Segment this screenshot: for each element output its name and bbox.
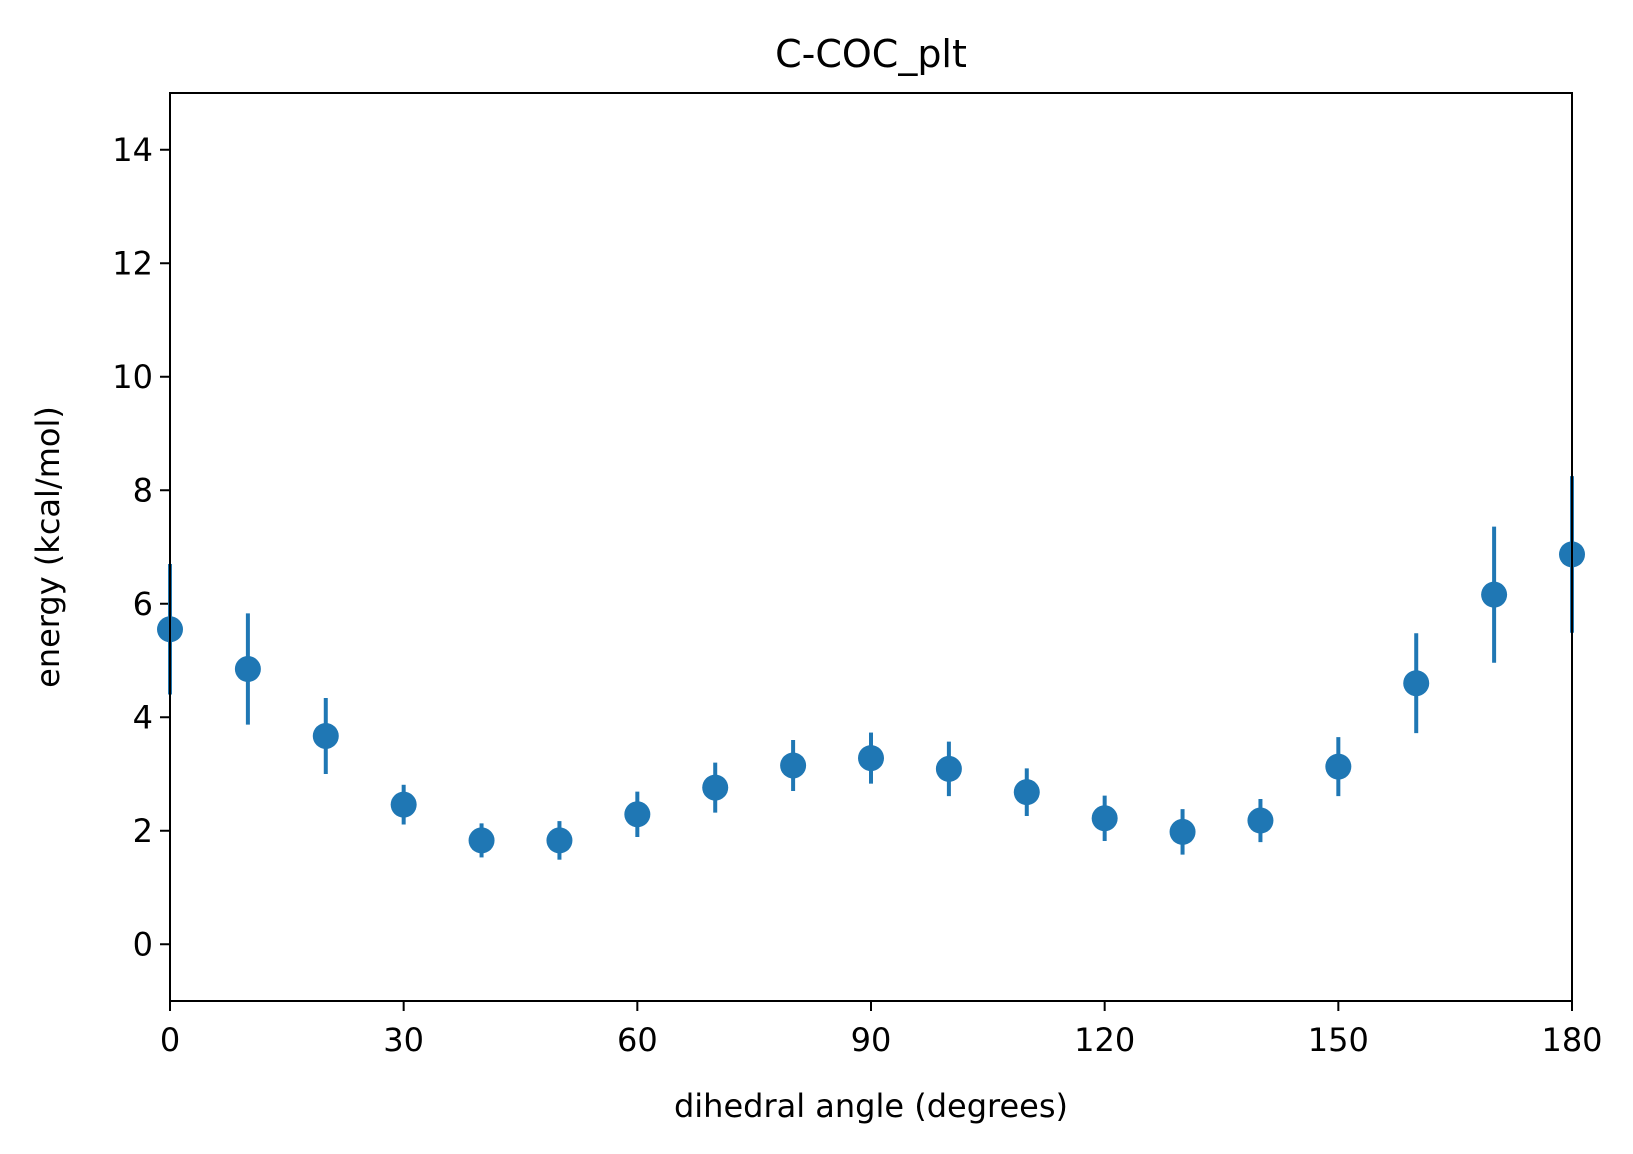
data-point xyxy=(312,722,339,749)
data-point xyxy=(1247,807,1274,834)
y-tick-label: 4 xyxy=(133,698,153,736)
y-tick-label: 12 xyxy=(112,244,153,282)
data-point xyxy=(546,827,573,854)
y-tick-label: 2 xyxy=(133,812,153,850)
y-tick-label: 10 xyxy=(112,358,153,396)
data-point xyxy=(1169,818,1196,845)
x-axis-label: dihedral angle (degrees) xyxy=(674,1087,1068,1125)
data-point xyxy=(234,656,261,683)
y-tick-label: 8 xyxy=(133,471,153,509)
y-tick-label: 0 xyxy=(133,925,153,963)
x-tick-label: 120 xyxy=(1074,1021,1135,1059)
data-point xyxy=(935,755,962,782)
data-point xyxy=(624,801,651,828)
data-point xyxy=(1013,779,1040,806)
x-tick-label: 90 xyxy=(851,1021,892,1059)
data-point xyxy=(858,745,884,772)
y-tick-label: 6 xyxy=(133,585,153,623)
x-tick-label: 60 xyxy=(617,1021,658,1059)
data-point xyxy=(1481,581,1508,608)
y-axis-label: energy (kcal/mol) xyxy=(29,406,67,688)
data-point xyxy=(1403,670,1430,697)
x-tick-label: 150 xyxy=(1308,1021,1369,1059)
y-axis-ticks: 0 2 4 6 8 10 12 14 xyxy=(112,131,170,963)
x-tick-label: 30 xyxy=(383,1021,424,1059)
data-point xyxy=(1091,805,1118,832)
data-point xyxy=(702,774,729,801)
chart-title: C-COC_plt xyxy=(775,32,967,76)
x-tick-label: 0 xyxy=(160,1021,180,1059)
data-point xyxy=(468,827,495,854)
data-point xyxy=(1325,753,1352,780)
plot-frame xyxy=(169,92,1573,1002)
y-tick-label: 14 xyxy=(112,131,153,169)
x-axis-ticks: 0 30 60 90 120 150 180 xyxy=(160,1001,1603,1059)
x-tick-label: 180 xyxy=(1541,1021,1602,1059)
data-point xyxy=(390,791,417,818)
data-point xyxy=(780,752,807,779)
